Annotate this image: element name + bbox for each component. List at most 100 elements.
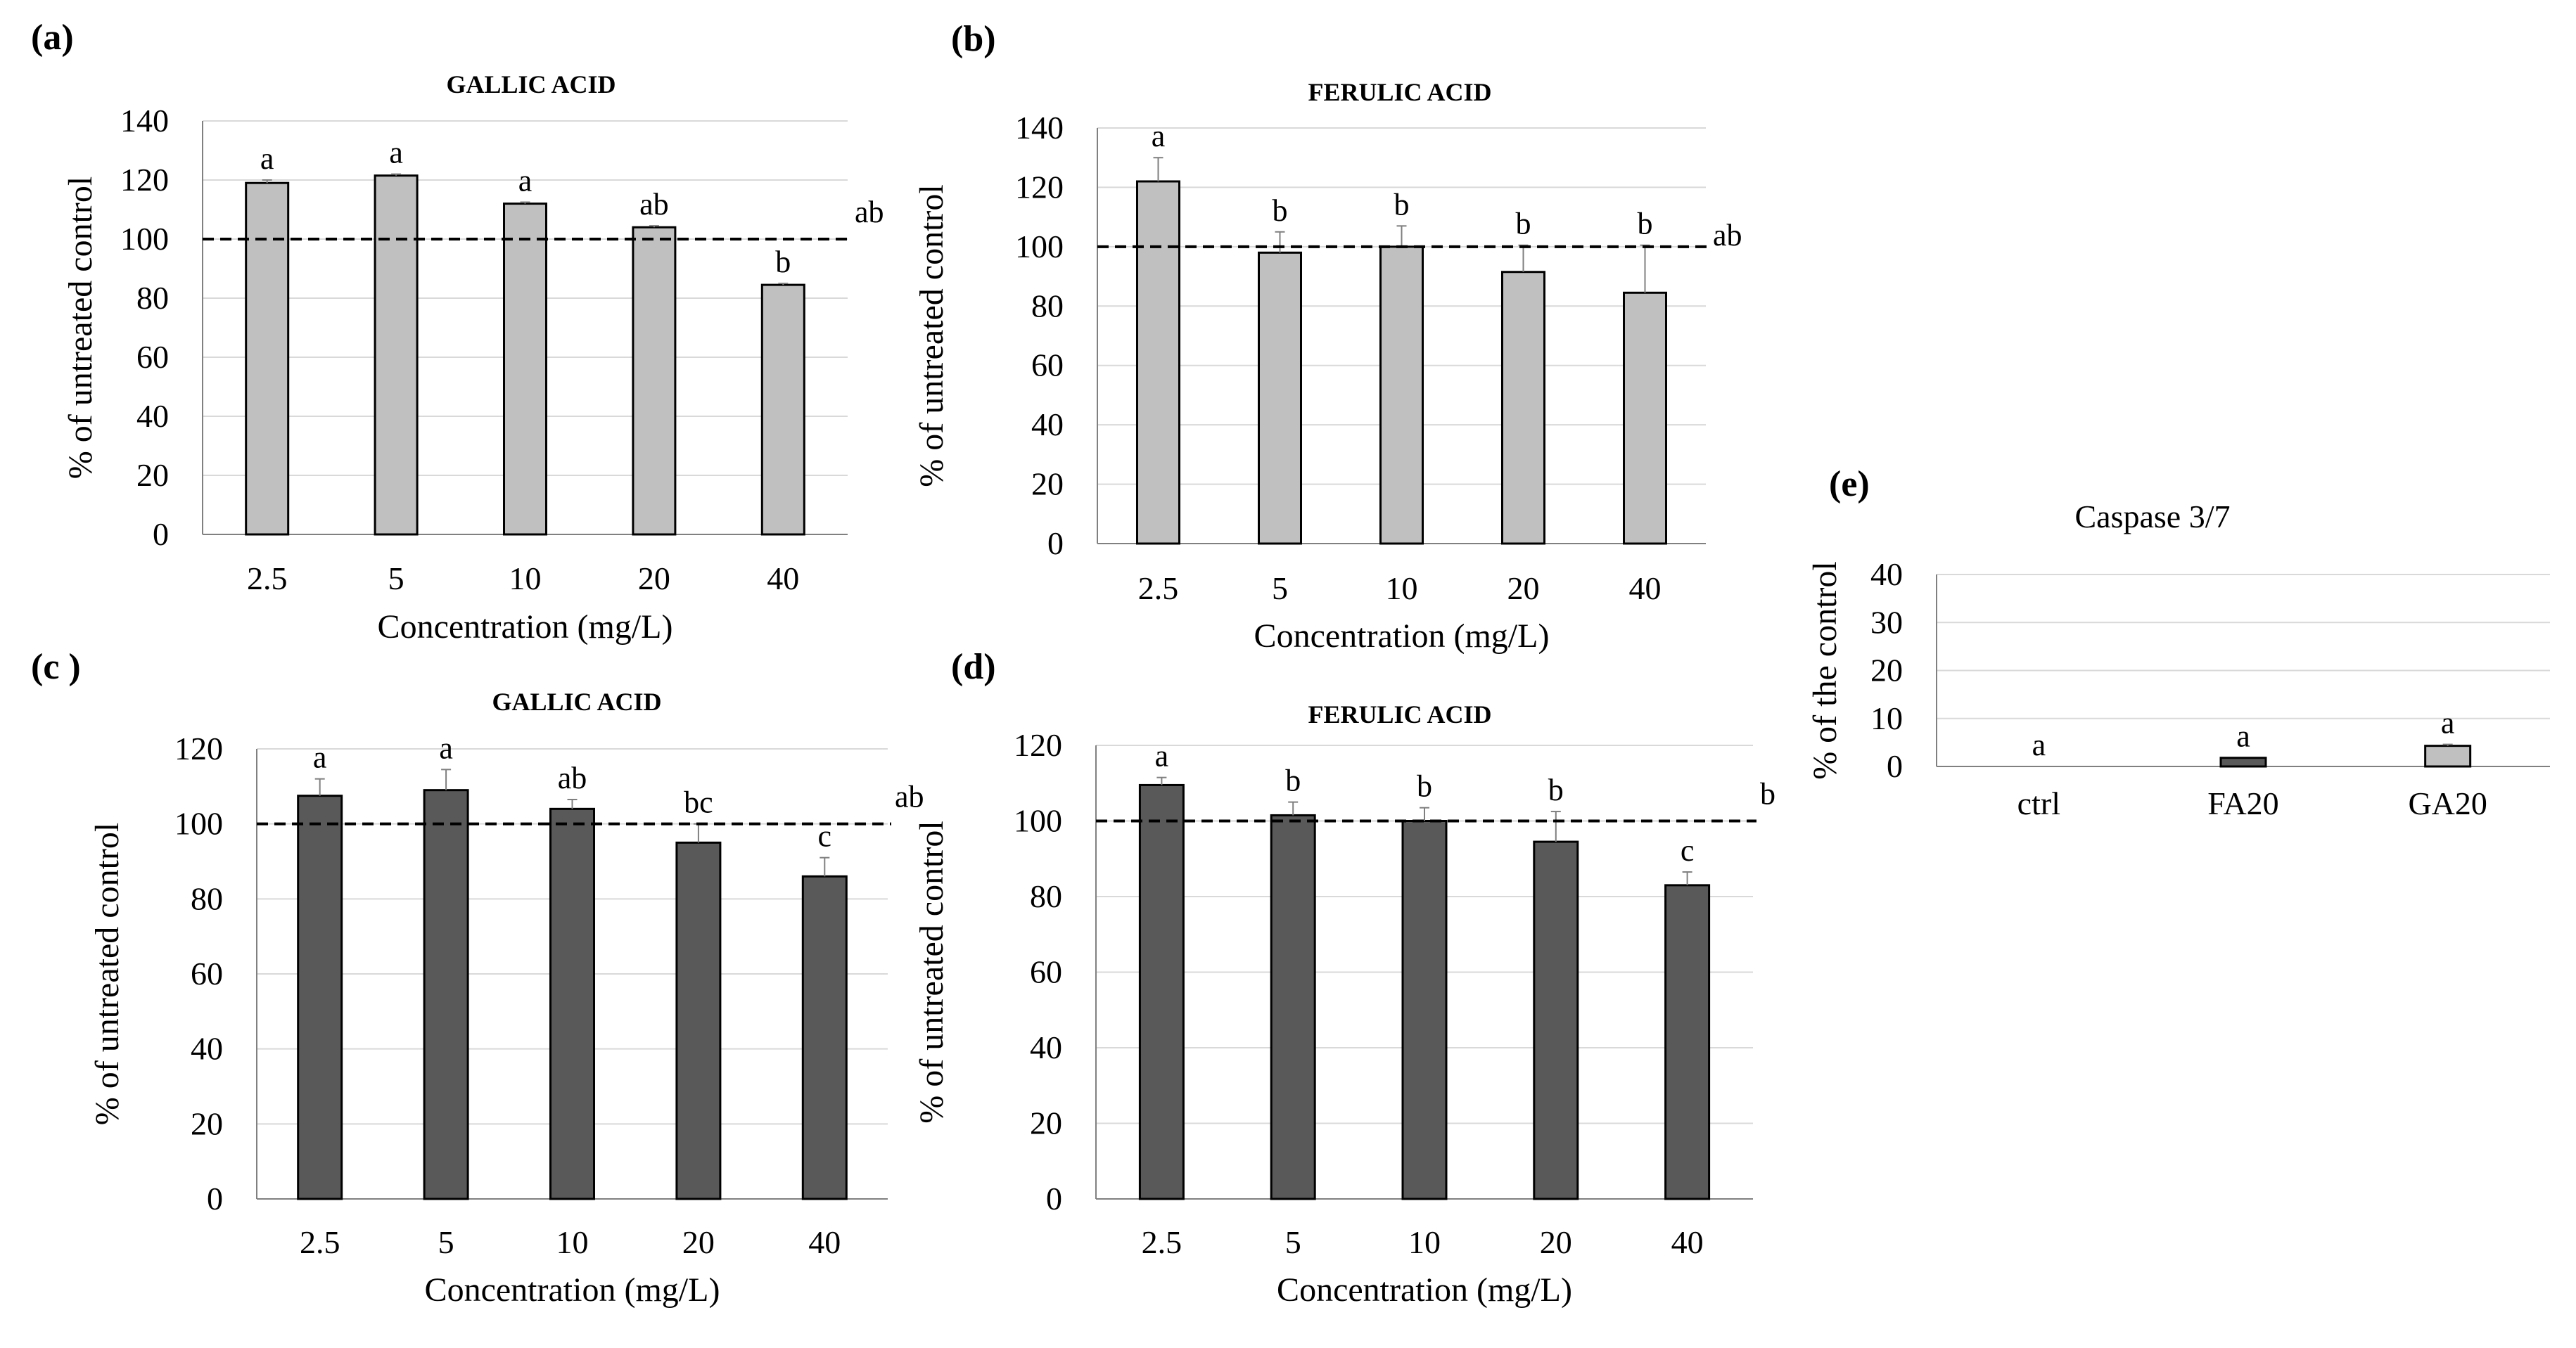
y-tick-label: 100: [120, 221, 169, 257]
y-tick-label: 0: [153, 516, 169, 552]
bar: [297, 795, 343, 1200]
reference-line-label: ab: [1713, 218, 1742, 252]
y-tick-label: 60: [1030, 954, 1062, 990]
x-tick-label: 40: [767, 560, 799, 596]
y-tick-label: 120: [120, 162, 169, 198]
reference-line-label: ab: [855, 195, 884, 229]
y-tick-label: 40: [136, 398, 169, 434]
bar: [1501, 271, 1545, 545]
y-tick-label: 120: [1015, 169, 1064, 205]
panel-label: (d): [951, 647, 996, 687]
significance-letter: b: [1273, 193, 1288, 228]
y-tick-label: 80: [1031, 288, 1064, 323]
chart-panel-b: (b) FERULIC ACID 0 20 40 60 80 100 120 140 % of un…: [913, 19, 1742, 655]
x-tick-label: 2.5: [247, 560, 288, 596]
bar: [1664, 884, 1711, 1200]
significance-letter: ab: [558, 761, 587, 795]
panel-label: (b): [951, 19, 996, 59]
chart-title: Caspase 3/7: [2074, 499, 2230, 534]
x-axis-label: Concentration (mg/L): [425, 1271, 720, 1309]
bar: [549, 807, 595, 1200]
significance-letter: bc: [684, 785, 713, 820]
y-tick-label: 40: [1031, 406, 1064, 442]
x-axis-label: Concentration (mg/L): [378, 608, 673, 646]
y-axis-label: % of untreated control: [913, 184, 950, 487]
x-tick-label: FA20: [2207, 785, 2278, 821]
y-tick-label: 0: [1046, 1181, 1062, 1217]
bar: [503, 203, 547, 536]
x-tick-label: 10: [1386, 570, 1418, 606]
y-tick-label: 120: [174, 731, 223, 766]
x-tick-label: 2.5: [1142, 1224, 1182, 1260]
panel-label: (e): [1829, 464, 1870, 504]
significance-letter: a: [260, 141, 274, 176]
bar: [1401, 820, 1448, 1200]
y-axis-label: % of untreated control: [89, 823, 126, 1126]
x-tick-label: 5: [1272, 570, 1288, 606]
y-tick-label: 100: [1015, 229, 1064, 264]
y-tick-label: 20: [136, 457, 169, 493]
y-tick-label: 20: [191, 1105, 223, 1141]
x-tick-label: 10: [556, 1224, 589, 1260]
x-tick-label: 2.5: [300, 1224, 340, 1260]
significance-letter: b: [1285, 764, 1301, 798]
significance-letter: a: [313, 740, 327, 775]
y-tick-label: 100: [1014, 803, 1062, 839]
significance-letter: b: [1516, 207, 1531, 241]
panel-label: (c ): [31, 647, 81, 687]
x-tick-label: 5: [1285, 1224, 1301, 1260]
x-tick-label: ctrl: [2017, 785, 2060, 821]
y-tick-label: 20: [1030, 1105, 1062, 1141]
x-tick-label: 20: [1540, 1224, 1572, 1260]
chart-panel-d: (d) FERULIC ACID 0 20 40 60 80 100 120 % of untre…: [913, 647, 1775, 1309]
y-tick-label: 20: [1870, 653, 1903, 688]
y-tick-label: 40: [191, 1031, 223, 1067]
significance-letter: a: [2032, 728, 2046, 762]
bar: [1136, 180, 1180, 545]
significance-letter: c: [818, 819, 832, 854]
significance-letter: a: [439, 731, 453, 765]
y-tick-label: 60: [191, 956, 223, 991]
chart-panel-c: (c ) GALLIC ACID 0 20 40 60 80 100 120 % of untre…: [31, 647, 924, 1309]
chart-panel-a: (a) GALLIC ACID 0 20 40 60 80 100 120 140 % of unt…: [31, 18, 884, 646]
significance-letter: c: [1681, 833, 1695, 868]
bar: [760, 283, 805, 536]
y-tick-label: 60: [1031, 347, 1064, 383]
bar: [1258, 251, 1302, 545]
bar: [1533, 840, 1579, 1200]
significance-letter: a: [1152, 119, 1166, 153]
x-tick-label: 40: [1629, 570, 1662, 606]
y-tick-label: 10: [1870, 700, 1903, 736]
y-axis-label: % of untreated control: [913, 821, 950, 1124]
y-axis-label: % of untreated control: [62, 176, 99, 480]
y-tick-label: 40: [1870, 556, 1903, 592]
x-tick-label: 40: [1671, 1224, 1704, 1260]
bar: [801, 875, 848, 1200]
significance-letter: a: [2441, 706, 2455, 740]
significance-letter: a: [1155, 739, 1169, 774]
y-tick-label: 120: [1014, 727, 1062, 763]
x-tick-label: 10: [509, 560, 542, 596]
y-tick-label: 0: [1887, 748, 1903, 784]
y-tick-label: 80: [191, 880, 223, 916]
chart-title: FERULIC ACID: [1308, 78, 1491, 106]
y-tick-label: 0: [1047, 525, 1064, 561]
significance-letter: a: [2236, 719, 2250, 754]
x-tick-label: 20: [682, 1224, 715, 1260]
significance-letter: b: [775, 245, 791, 279]
significance-letter: ab: [639, 187, 669, 222]
bar: [2424, 745, 2472, 768]
x-tick-label: 5: [438, 1224, 454, 1260]
chart-title: GALLIC ACID: [446, 70, 616, 98]
reference-line-label: ab: [895, 780, 924, 814]
x-tick-label: 10: [1408, 1224, 1441, 1260]
significance-letter: b: [1394, 187, 1410, 222]
significance-letter: b: [1548, 773, 1564, 807]
y-axis-label: % of the control: [1806, 561, 1844, 780]
bar: [675, 841, 722, 1200]
panel-label: (a): [31, 18, 74, 58]
chart-panel-e: (e) Caspase 3/7 0 10 20 30 40 % of the control a…: [1806, 464, 2550, 821]
x-tick-label: 40: [808, 1224, 841, 1260]
x-axis-label: Concentration (mg/L): [1254, 617, 1550, 655]
